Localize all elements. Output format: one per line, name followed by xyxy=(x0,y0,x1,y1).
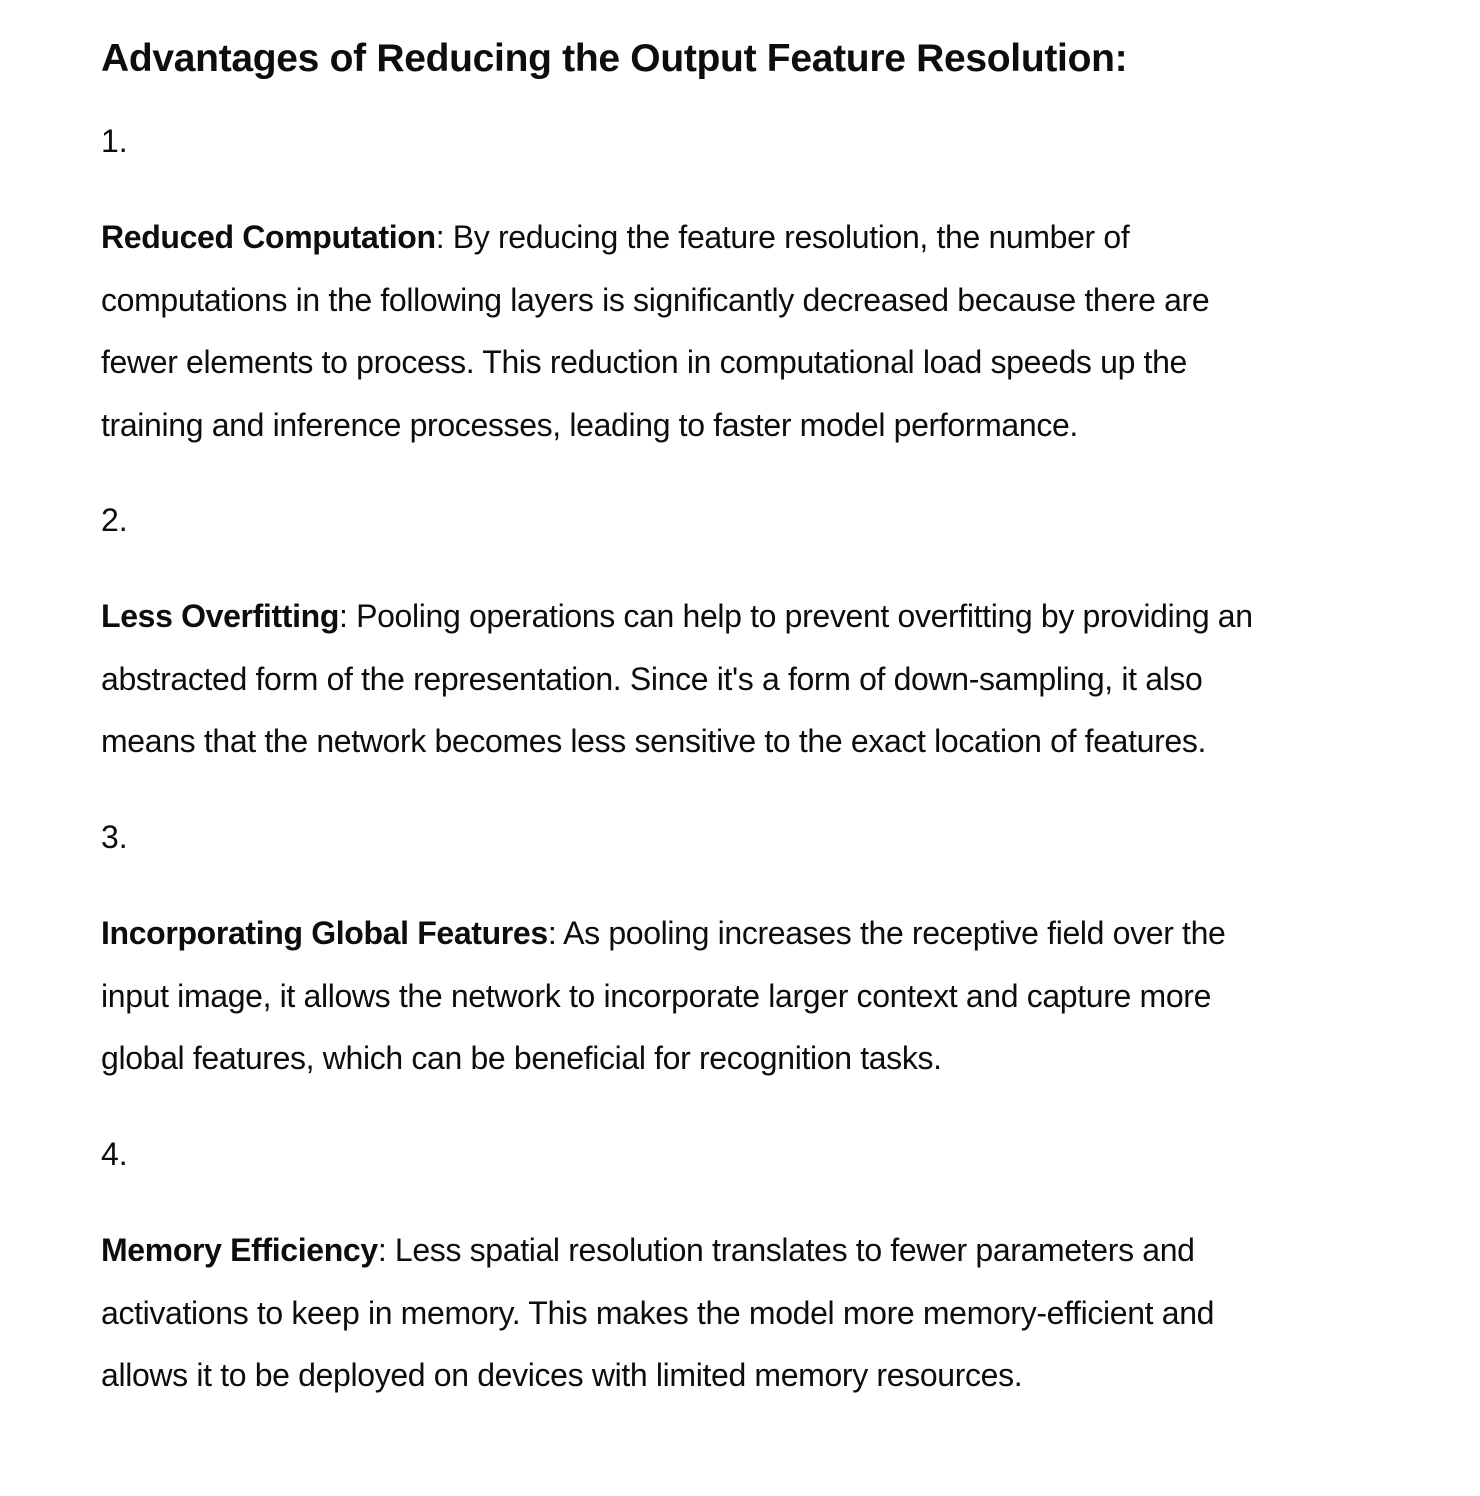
item-term: Less Overfitting xyxy=(101,597,340,634)
item-number: 4. xyxy=(101,1136,128,1173)
list-item: 4. Memory Efficiency: Less spatial resol… xyxy=(101,1134,1431,1407)
list-item: 2. Less Overfitting: Pooling operations … xyxy=(101,500,1431,773)
document-content: Advantages of Reducing the Output Featur… xyxy=(101,32,1431,1407)
paragraph-line: computations in the following layers is … xyxy=(101,281,1210,318)
item-number: 1. xyxy=(101,123,128,159)
paragraph-line: Reduced Computation: By reducing the fea… xyxy=(101,206,1431,269)
list-item: 1. Reduced Computation: By reducing the … xyxy=(101,121,1431,457)
item-paragraph: Incorporating Global Features: As poolin… xyxy=(101,902,1431,1090)
item-paragraph: Reduced Computation: By reducing the fea… xyxy=(101,206,1431,457)
item-text: : Less spatial resolution translates to … xyxy=(377,1232,1195,1269)
page-title: Advantages of Reducing the Output Featur… xyxy=(101,37,1128,80)
paragraph-line: Memory Efficiency: Less spatial resoluti… xyxy=(101,1219,1431,1282)
paragraph-line: means that the network becomes less sens… xyxy=(101,723,1207,760)
item-term: Incorporating Global Features xyxy=(101,914,548,951)
paragraph-line: Less Overfitting: Pooling operations can… xyxy=(101,585,1431,648)
item-text: : As pooling increases the receptive fie… xyxy=(547,914,1226,951)
paragraph-line: global features, which can be beneficial… xyxy=(101,1040,942,1077)
item-term: Memory Efficiency xyxy=(101,1232,378,1269)
paragraph-line: fewer elements to process. This reductio… xyxy=(101,344,1187,381)
paragraph-line: allows it to be deployed on devices with… xyxy=(101,1357,1023,1394)
item-term: Reduced Computation xyxy=(101,219,436,255)
paragraph-line: abstracted form of the representation. S… xyxy=(101,660,1203,697)
paragraph-line: input image, it allows the network to in… xyxy=(101,977,1212,1014)
item-number: 3. xyxy=(101,818,128,855)
paragraph-line: activations to keep in memory. This make… xyxy=(101,1294,1215,1331)
paragraph-line: training and inference processes, leadin… xyxy=(101,407,1078,444)
item-paragraph: Memory Efficiency: Less spatial resoluti… xyxy=(101,1219,1431,1407)
paragraph-line: Incorporating Global Features: As poolin… xyxy=(101,902,1431,965)
item-paragraph: Less Overfitting: Pooling operations can… xyxy=(101,585,1431,773)
list-item: 3. Incorporating Global Features: As poo… xyxy=(101,817,1431,1090)
item-text: : By reducing the feature resolution, th… xyxy=(435,219,1130,255)
item-number: 2. xyxy=(101,501,128,538)
item-text: : Pooling operations can help to prevent… xyxy=(339,597,1253,634)
